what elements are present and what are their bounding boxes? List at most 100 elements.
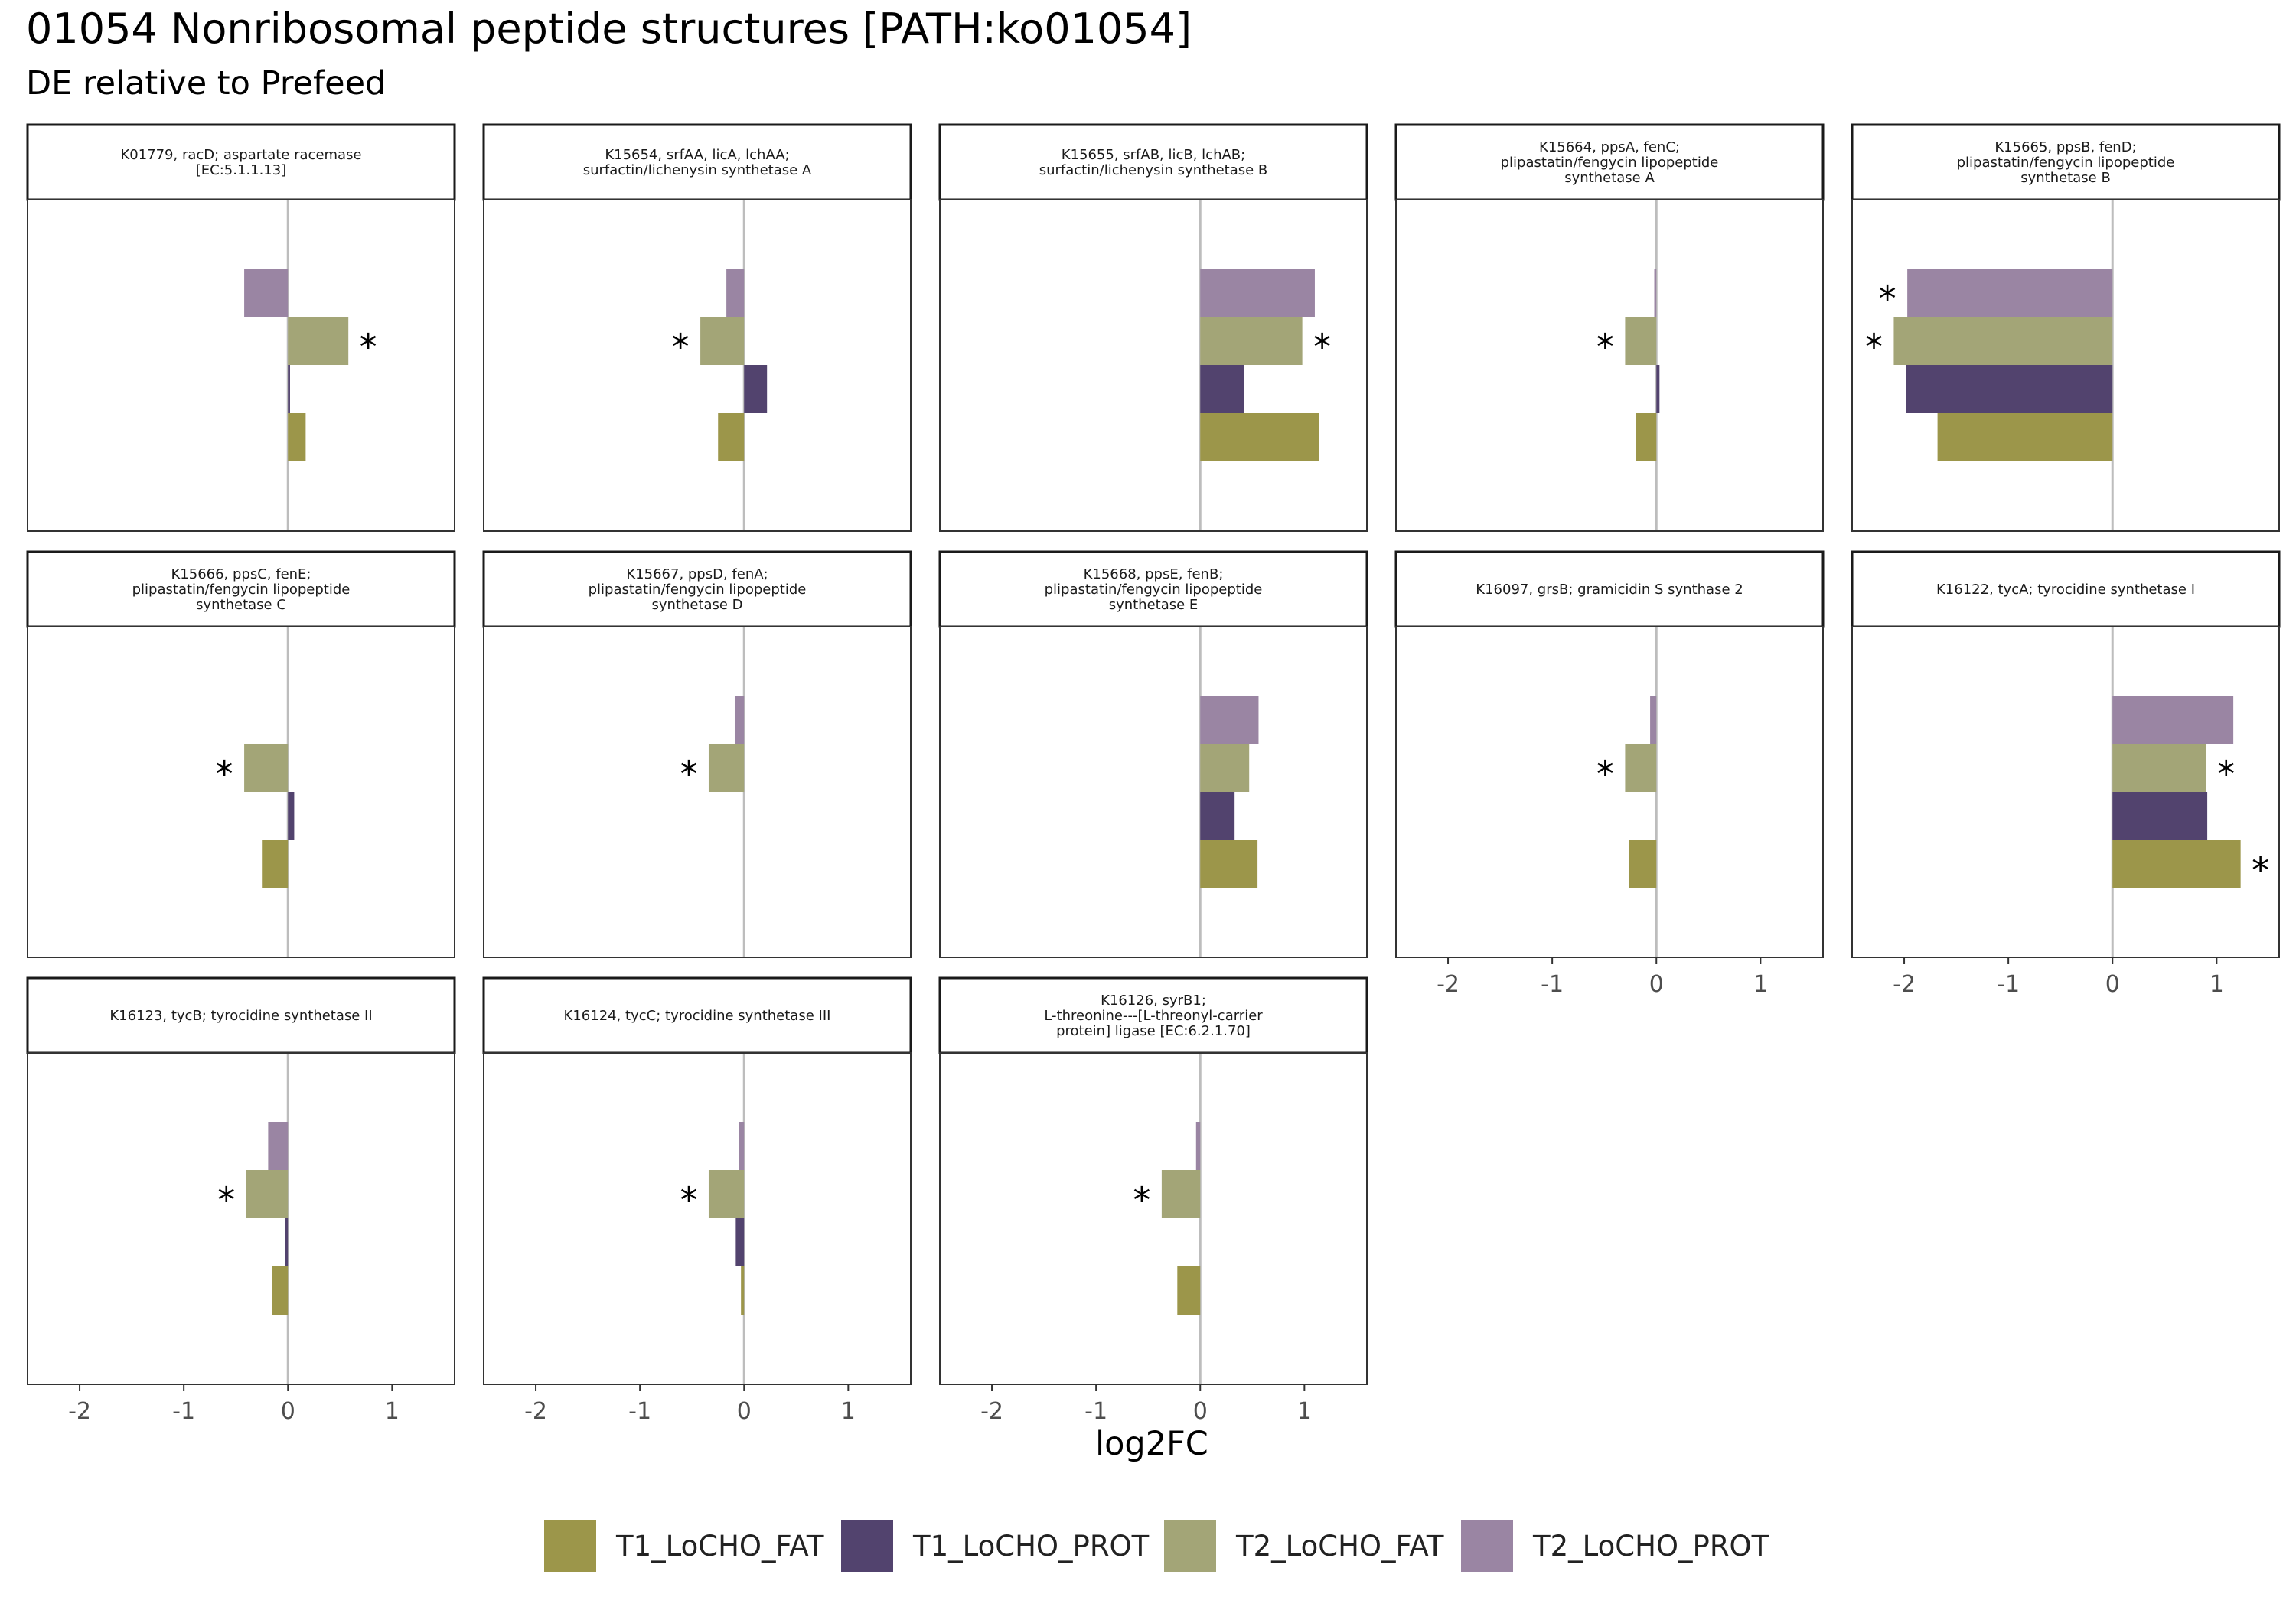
panel-12-bar-t1-locho-prot [735, 1218, 745, 1266]
panel-13-tick-label: -1 [1084, 1398, 1107, 1425]
panel-13-strip-label: L-threonine---[L-threonyl-carrier [1044, 1008, 1263, 1024]
panel-7-bar-t2-locho-fat [708, 744, 745, 792]
panel-9-significance-t2-locho-fat: * [1596, 754, 1614, 795]
panel-6-strip-label: K15666, ppsC, fenE; [171, 566, 311, 582]
panel-3-strip-label: surfactin/lichenysin synthetase B [1039, 162, 1268, 178]
panel-7-strip [482, 550, 912, 628]
panel-4-significance-t2-locho-fat: * [1596, 327, 1614, 368]
panel-5-strip-label: K15665, ppsB, fenD; [1994, 139, 2136, 155]
panel-3-bar-t1-locho-prot [1200, 365, 1244, 413]
panel-13-strip-label: protein] ligase [EC:6.2.1.70] [1056, 1023, 1251, 1039]
panel-4-frame [1395, 199, 1824, 532]
panel-12-frame [483, 1052, 912, 1385]
panel-12-tick-label: -1 [628, 1398, 651, 1425]
panel-2-frame [483, 199, 912, 532]
panel-13-significance-t2-locho-fat: * [1133, 1180, 1150, 1221]
panel-12-bar-t2-locho-prot [739, 1122, 745, 1170]
panel-9-bar-t2-locho-prot [1650, 696, 1657, 744]
panel-9-tick-label: -1 [1541, 971, 1564, 998]
panel-12-significance-t2-locho-fat: * [680, 1180, 697, 1221]
panel-5-bar-t2-locho-fat [1893, 317, 2113, 365]
panel-9-tick-label: 0 [1649, 971, 1664, 998]
panel-13-tick-label: -2 [980, 1398, 1003, 1425]
panel-4-strip-label: plipastatin/fengycin lipopeptide [1501, 155, 1719, 171]
panel-1-strip-label: [EC:5.1.1.13] [196, 162, 286, 178]
x-axis-label: log2FC [1095, 1425, 1208, 1463]
panel-1-strip-label: K01779, racD; aspartate racemase [120, 147, 361, 163]
panel-10-bar-t2-locho-prot [2112, 696, 2234, 744]
panel-5-strip-label: synthetase B [2020, 170, 2111, 186]
panel-1-bar-t2-locho-fat [288, 317, 349, 365]
panel-7-frame [483, 626, 912, 958]
panel-8-frame [939, 626, 1368, 958]
panel-8-bar-t2-locho-prot [1200, 696, 1259, 744]
panel-11-bar-t1-locho-fat [272, 1266, 289, 1315]
panel-6-significance-t2-locho-fat: * [216, 754, 233, 795]
panel-6-strip-label: plipastatin/fengycin lipopeptide [132, 582, 351, 598]
panel-12-tick-label: -2 [524, 1398, 547, 1425]
panel-2-significance-t2-locho-fat: * [672, 327, 690, 368]
panel-6-bar-t1-locho-fat [262, 840, 289, 888]
panel-1-bar-t2-locho-prot [244, 269, 289, 317]
panel-8-bar-t1-locho-prot [1200, 792, 1235, 840]
panel-13-strip-label: K16126, syrB1; [1101, 993, 1206, 1009]
panel-3-frame [939, 199, 1368, 532]
panel-4-bar-t1-locho-prot [1656, 365, 1660, 413]
panel-8-bar-t2-locho-fat [1200, 744, 1250, 792]
panel-11-tick-label: -2 [68, 1398, 91, 1425]
panel-13-tick-label: 1 [1297, 1398, 1312, 1425]
panel-12-tick-label: 1 [841, 1398, 856, 1425]
panel-7-bar-t2-locho-prot [734, 696, 745, 744]
panel-10-tick-label: 1 [2210, 971, 2224, 998]
panel-9-tick-label: 1 [1753, 971, 1768, 998]
panel-6-bar-t1-locho-prot [288, 792, 295, 840]
panel-11-tick-label: -1 [172, 1398, 195, 1425]
panel-5-bar-t1-locho-fat [1937, 413, 2113, 461]
panel-5-strip-label: plipastatin/fengycin lipopeptide [1957, 155, 2175, 171]
panel-9-strip [1394, 550, 1825, 628]
panel-5-strip [1851, 123, 2281, 201]
panel-12-bar-t2-locho-fat [708, 1170, 745, 1218]
panel-9-bar-t2-locho-fat [1625, 744, 1657, 792]
panel-11-tick-label: 0 [281, 1398, 295, 1425]
panel-1-frame [27, 199, 455, 532]
panel-10-significance-t2-locho-fat: * [2217, 754, 2235, 795]
panel-4-strip-label: K15664, ppsA, fenC; [1539, 139, 1680, 155]
panel-13-frame [939, 1052, 1368, 1385]
panel-12-strip [482, 976, 912, 1054]
panel-2-bar-t1-locho-prot [744, 365, 768, 413]
panel-9-strip-label: K16097, grsB; gramicidin S synthase 2 [1476, 582, 1743, 598]
panel-10-tick-label: -1 [1997, 971, 2020, 998]
panel-11-bar-t2-locho-fat [246, 1170, 289, 1218]
panel-4-strip-label: synthetase A [1564, 170, 1655, 186]
panel-2-strip [482, 123, 912, 201]
panel-12-tick-label: 0 [737, 1398, 752, 1425]
panel-7-strip-label: K15667, ppsD, fenA; [626, 566, 768, 582]
panel-10-tick-label: 0 [2105, 971, 2120, 998]
panel-10-frame [1851, 626, 2280, 958]
panel-7-significance-t2-locho-fat: * [680, 754, 697, 795]
panel-1-bar-t1-locho-fat [288, 413, 306, 461]
panel-2-bar-t2-locho-prot [726, 269, 745, 317]
panel-4-bar-t2-locho-fat [1625, 317, 1657, 365]
panel-11-strip-label: K16123, tycB; tyrocidine synthetase II [109, 1008, 372, 1024]
panel-11-significance-t2-locho-fat: * [217, 1180, 235, 1221]
panel-10-bar-t1-locho-prot [2112, 792, 2208, 840]
panel-12-bar-t1-locho-fat [741, 1266, 745, 1315]
panel-1-significance-t2-locho-fat: * [360, 327, 377, 368]
panel-6-strip [26, 550, 456, 628]
panel-10-bar-t2-locho-fat [2112, 744, 2206, 792]
panel-2-strip-label: K15654, srfAA, licA, lchAA; [605, 147, 789, 163]
panel-4-bar-t2-locho-prot [1654, 269, 1657, 317]
panel-6-frame [27, 626, 455, 958]
panel-10-bar-t1-locho-fat [2112, 840, 2241, 888]
panel-9-frame [1395, 626, 1824, 958]
panel-3-strip [938, 123, 1368, 201]
panel-11-bar-t1-locho-prot [285, 1218, 289, 1266]
panel-8-strip-label: synthetase E [1109, 597, 1199, 613]
panel-11-bar-t2-locho-prot [268, 1122, 289, 1170]
panel-2-bar-t2-locho-fat [700, 317, 745, 365]
panel-13-tick-label: 0 [1193, 1398, 1208, 1425]
panel-5-significance-t2-locho-fat: * [1865, 327, 1883, 368]
